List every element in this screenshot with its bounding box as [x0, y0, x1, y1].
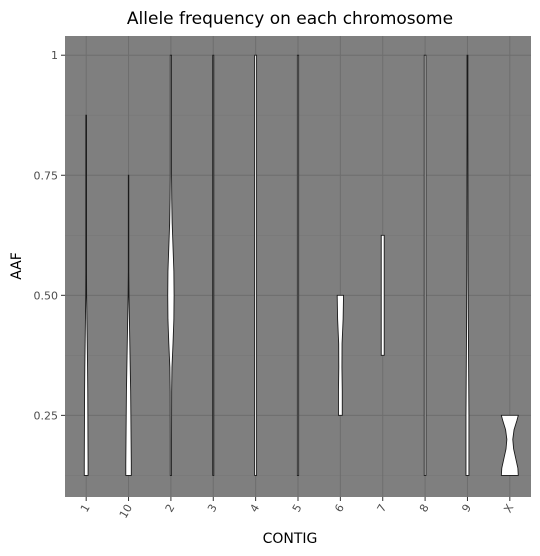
- y-tick-label: 0.75: [34, 169, 59, 182]
- violin-9: [465, 54, 470, 476]
- chart-title: Allele frequency on each chromosome: [127, 9, 453, 29]
- y-tick-label: 0.25: [34, 409, 59, 422]
- violins: [83, 54, 519, 476]
- x-tick-label: 9: [459, 502, 474, 515]
- x-tick-label: 8: [417, 502, 432, 515]
- violin-6: [336, 294, 344, 416]
- x-tick-label: 1: [78, 502, 93, 515]
- x-tick-label: 5: [290, 502, 305, 515]
- violin-8: [423, 54, 427, 476]
- x-tick-label: 10: [117, 502, 135, 521]
- x-axis: 1 10 2 3 4 5 6 7 8 9 X: [78, 497, 517, 521]
- x-tick-label: 4: [247, 502, 262, 515]
- x-tick-label: 7: [375, 502, 390, 515]
- y-axis: 0.25 0.50 0.75 1: [34, 49, 65, 422]
- y-axis-title: AAF: [9, 252, 25, 280]
- x-tick-label: 6: [332, 502, 347, 515]
- y-tick-label: 0.50: [34, 289, 59, 302]
- x-tick-label: X: [501, 502, 516, 515]
- violin-5: [296, 54, 300, 476]
- x-tick-label: 3: [205, 502, 220, 515]
- violin-2: [167, 54, 175, 476]
- violin-3: [212, 54, 215, 476]
- violin-X: [500, 414, 519, 476]
- y-tick-label: 1: [51, 49, 58, 62]
- violin-4: [254, 54, 258, 476]
- x-tick-label: 2: [163, 502, 178, 515]
- violin-1: [83, 114, 89, 476]
- violin-10: [125, 174, 132, 476]
- violin-7: [380, 234, 385, 356]
- x-axis-title: CONTIG: [263, 531, 318, 547]
